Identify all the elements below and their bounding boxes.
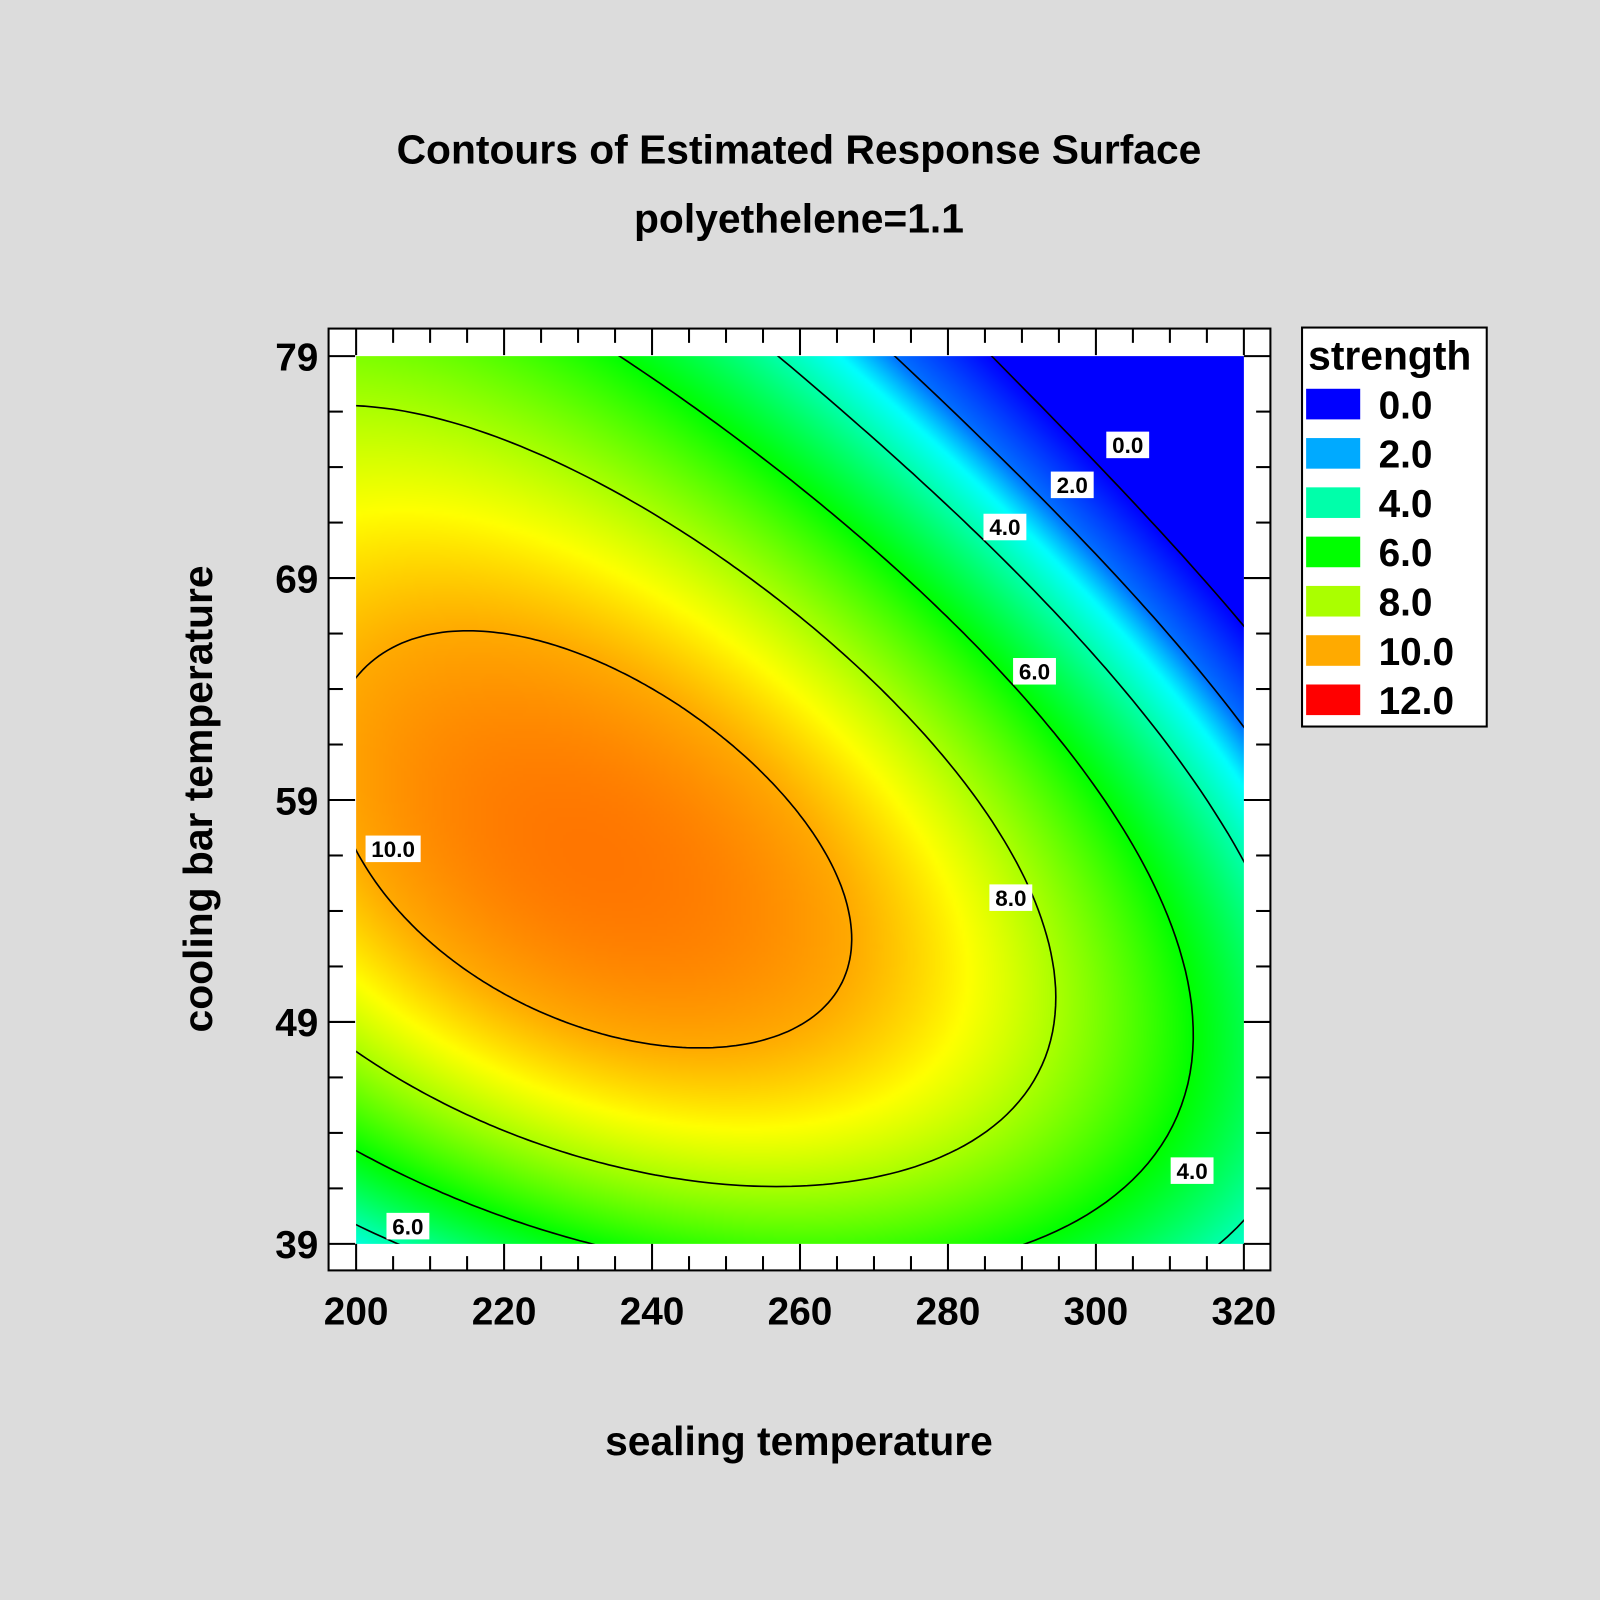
contour-label: 4.0 [989,515,1020,540]
legend-label: 4.0 [1379,483,1433,526]
x-tick-label: 320 [1212,1290,1277,1333]
legend-label: 12.0 [1379,680,1454,723]
legend-swatch [1306,536,1361,568]
x-tick-label: 220 [472,1290,537,1333]
legend-label: 0.0 [1379,384,1433,427]
contour-label: 2.0 [1057,473,1088,498]
legend-swatch [1306,684,1361,716]
contour-line-6 [356,356,1195,1244]
y-tick-label: 39 [275,1224,318,1267]
x-tick-label: 300 [1064,1290,1129,1333]
y-axis-label: cooling bar temperature [175,565,221,1032]
legend-swatch [1306,487,1361,518]
contour-label: 6.0 [1019,659,1050,684]
contour-label: 0.0 [1112,433,1143,458]
y-tick-label: 59 [275,780,318,823]
x-axis-label: sealing temperature [605,1418,993,1464]
contour-label-bg [989,884,1033,911]
chart-title: Contours of Estimated Response Surface [397,126,1202,172]
contour-label-bg [1170,1157,1214,1184]
y-tick-label: 79 [275,336,318,379]
contour-label-bg [365,835,421,863]
contour-label-bg [1013,658,1056,685]
y-tick-label: 49 [275,1002,318,1045]
legend-label: 6.0 [1379,532,1433,575]
x-tick-label: 200 [324,1290,389,1333]
x-tick-labels: 200 220 240 260 280 300 320 [324,1290,1276,1333]
axis-ticks [328,328,1271,1271]
contour-label-bg [983,513,1027,541]
legend-label: 8.0 [1379,582,1433,625]
x-tick-label: 280 [916,1290,981,1333]
x-tick-label: 260 [768,1290,833,1333]
legend-swatch [1306,388,1361,420]
legend: strength 0.0 2.0 4.0 6.0 8.0 10.0 12.0 [1301,326,1488,728]
heatmap-surface [356,356,1244,1244]
contour-label-bg [1050,471,1094,499]
x-tick-label: 240 [620,1290,685,1333]
legend-swatch [1306,585,1361,617]
contour-label: 4.0 [1176,1159,1207,1184]
contour-line-10 [356,630,853,1049]
contour-label: 10.0 [371,837,415,862]
contour-line-8 [356,404,1057,1188]
legend-swatch [1306,635,1361,666]
chart-subtitle: polyethelene=1.1 [634,196,964,242]
contour-line-4 [356,356,1244,1244]
contour-label-bg [1106,431,1150,459]
legend-title: strength [1308,332,1471,378]
y-tick-labels: 39 49 59 69 79 [275,336,318,1267]
contour-label: 6.0 [392,1214,423,1239]
contour-labels: 0.0 2.0 4.0 6.0 8.0 10.0 6.0 4.0 [365,431,1214,1240]
legend-label: 10.0 [1379,631,1454,674]
legend-label: 2.0 [1379,434,1433,477]
contour-label-bg [386,1212,430,1240]
contour-lines [356,356,1244,1244]
contour-label: 8.0 [995,886,1026,911]
y-tick-label: 69 [275,558,318,601]
legend-swatch [1306,438,1361,469]
